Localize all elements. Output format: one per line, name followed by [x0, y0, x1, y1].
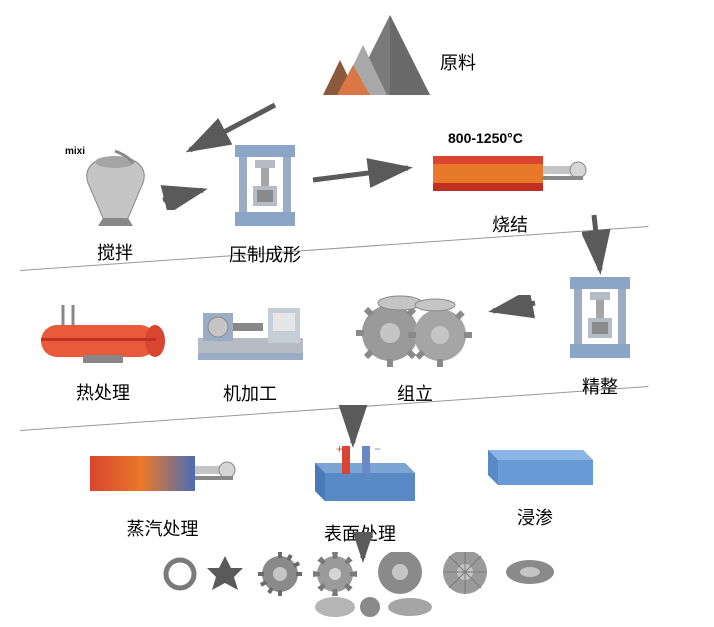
press-label: 压制成形 — [205, 241, 325, 267]
svg-text:+: + — [336, 443, 343, 456]
stage-sizing: 精整 — [540, 272, 660, 399]
lathe-icon — [193, 293, 308, 371]
arrow-size-to-assembly — [485, 295, 540, 320]
stage-surface: + − 表面处理 — [290, 443, 430, 546]
stage-sinter: 烧结 — [420, 148, 600, 237]
infiltration-label: 浸渗 — [460, 504, 610, 530]
steam-furnace-icon — [85, 448, 240, 506]
stage-mix: mixi 搅拌 — [55, 148, 175, 265]
steam-label: 蒸汽处理 — [75, 515, 250, 541]
sinter-furnace-icon — [428, 148, 593, 206]
mix-small-label: mixi — [65, 146, 85, 157]
machining-label: 机加工 — [185, 380, 315, 406]
mixer-icon — [68, 148, 163, 230]
stage-machining: 机加工 — [185, 293, 315, 406]
final-products — [155, 552, 575, 627]
svg-text:−: − — [374, 443, 381, 456]
gears-icon — [350, 293, 480, 371]
press-icon — [225, 140, 305, 232]
sinter-temp-label: 800-1250°C — [448, 130, 523, 146]
mix-label: 搅拌 — [55, 239, 175, 265]
assembly-label: 组立 — [345, 380, 485, 406]
arrow-sinter-to-size — [582, 210, 612, 280]
products-icon — [155, 552, 575, 622]
stage-infiltration: 浸渗 — [460, 440, 610, 530]
arrow-press-to-sinter — [308, 158, 418, 188]
stage-steam: 蒸汽处理 — [75, 448, 250, 541]
stage-raw-material: 原料 — [260, 10, 510, 110]
heat-treatment-label: 热处理 — [28, 379, 178, 405]
sizing-label: 精整 — [540, 373, 660, 399]
sinter-label: 烧结 — [420, 211, 600, 237]
stage-heat-treatment: 热处理 — [28, 300, 178, 405]
raw-material-label: 原料 — [440, 49, 476, 75]
sizing-press-icon — [560, 272, 640, 364]
surface-tank-icon: + − — [300, 443, 420, 511]
raw-material-icon — [315, 10, 455, 105]
stage-press: 压制成形 — [205, 140, 325, 267]
heat-treatment-icon — [33, 300, 173, 370]
infiltration-tank-icon — [473, 440, 598, 495]
stage-assembly: 组立 — [345, 293, 485, 406]
